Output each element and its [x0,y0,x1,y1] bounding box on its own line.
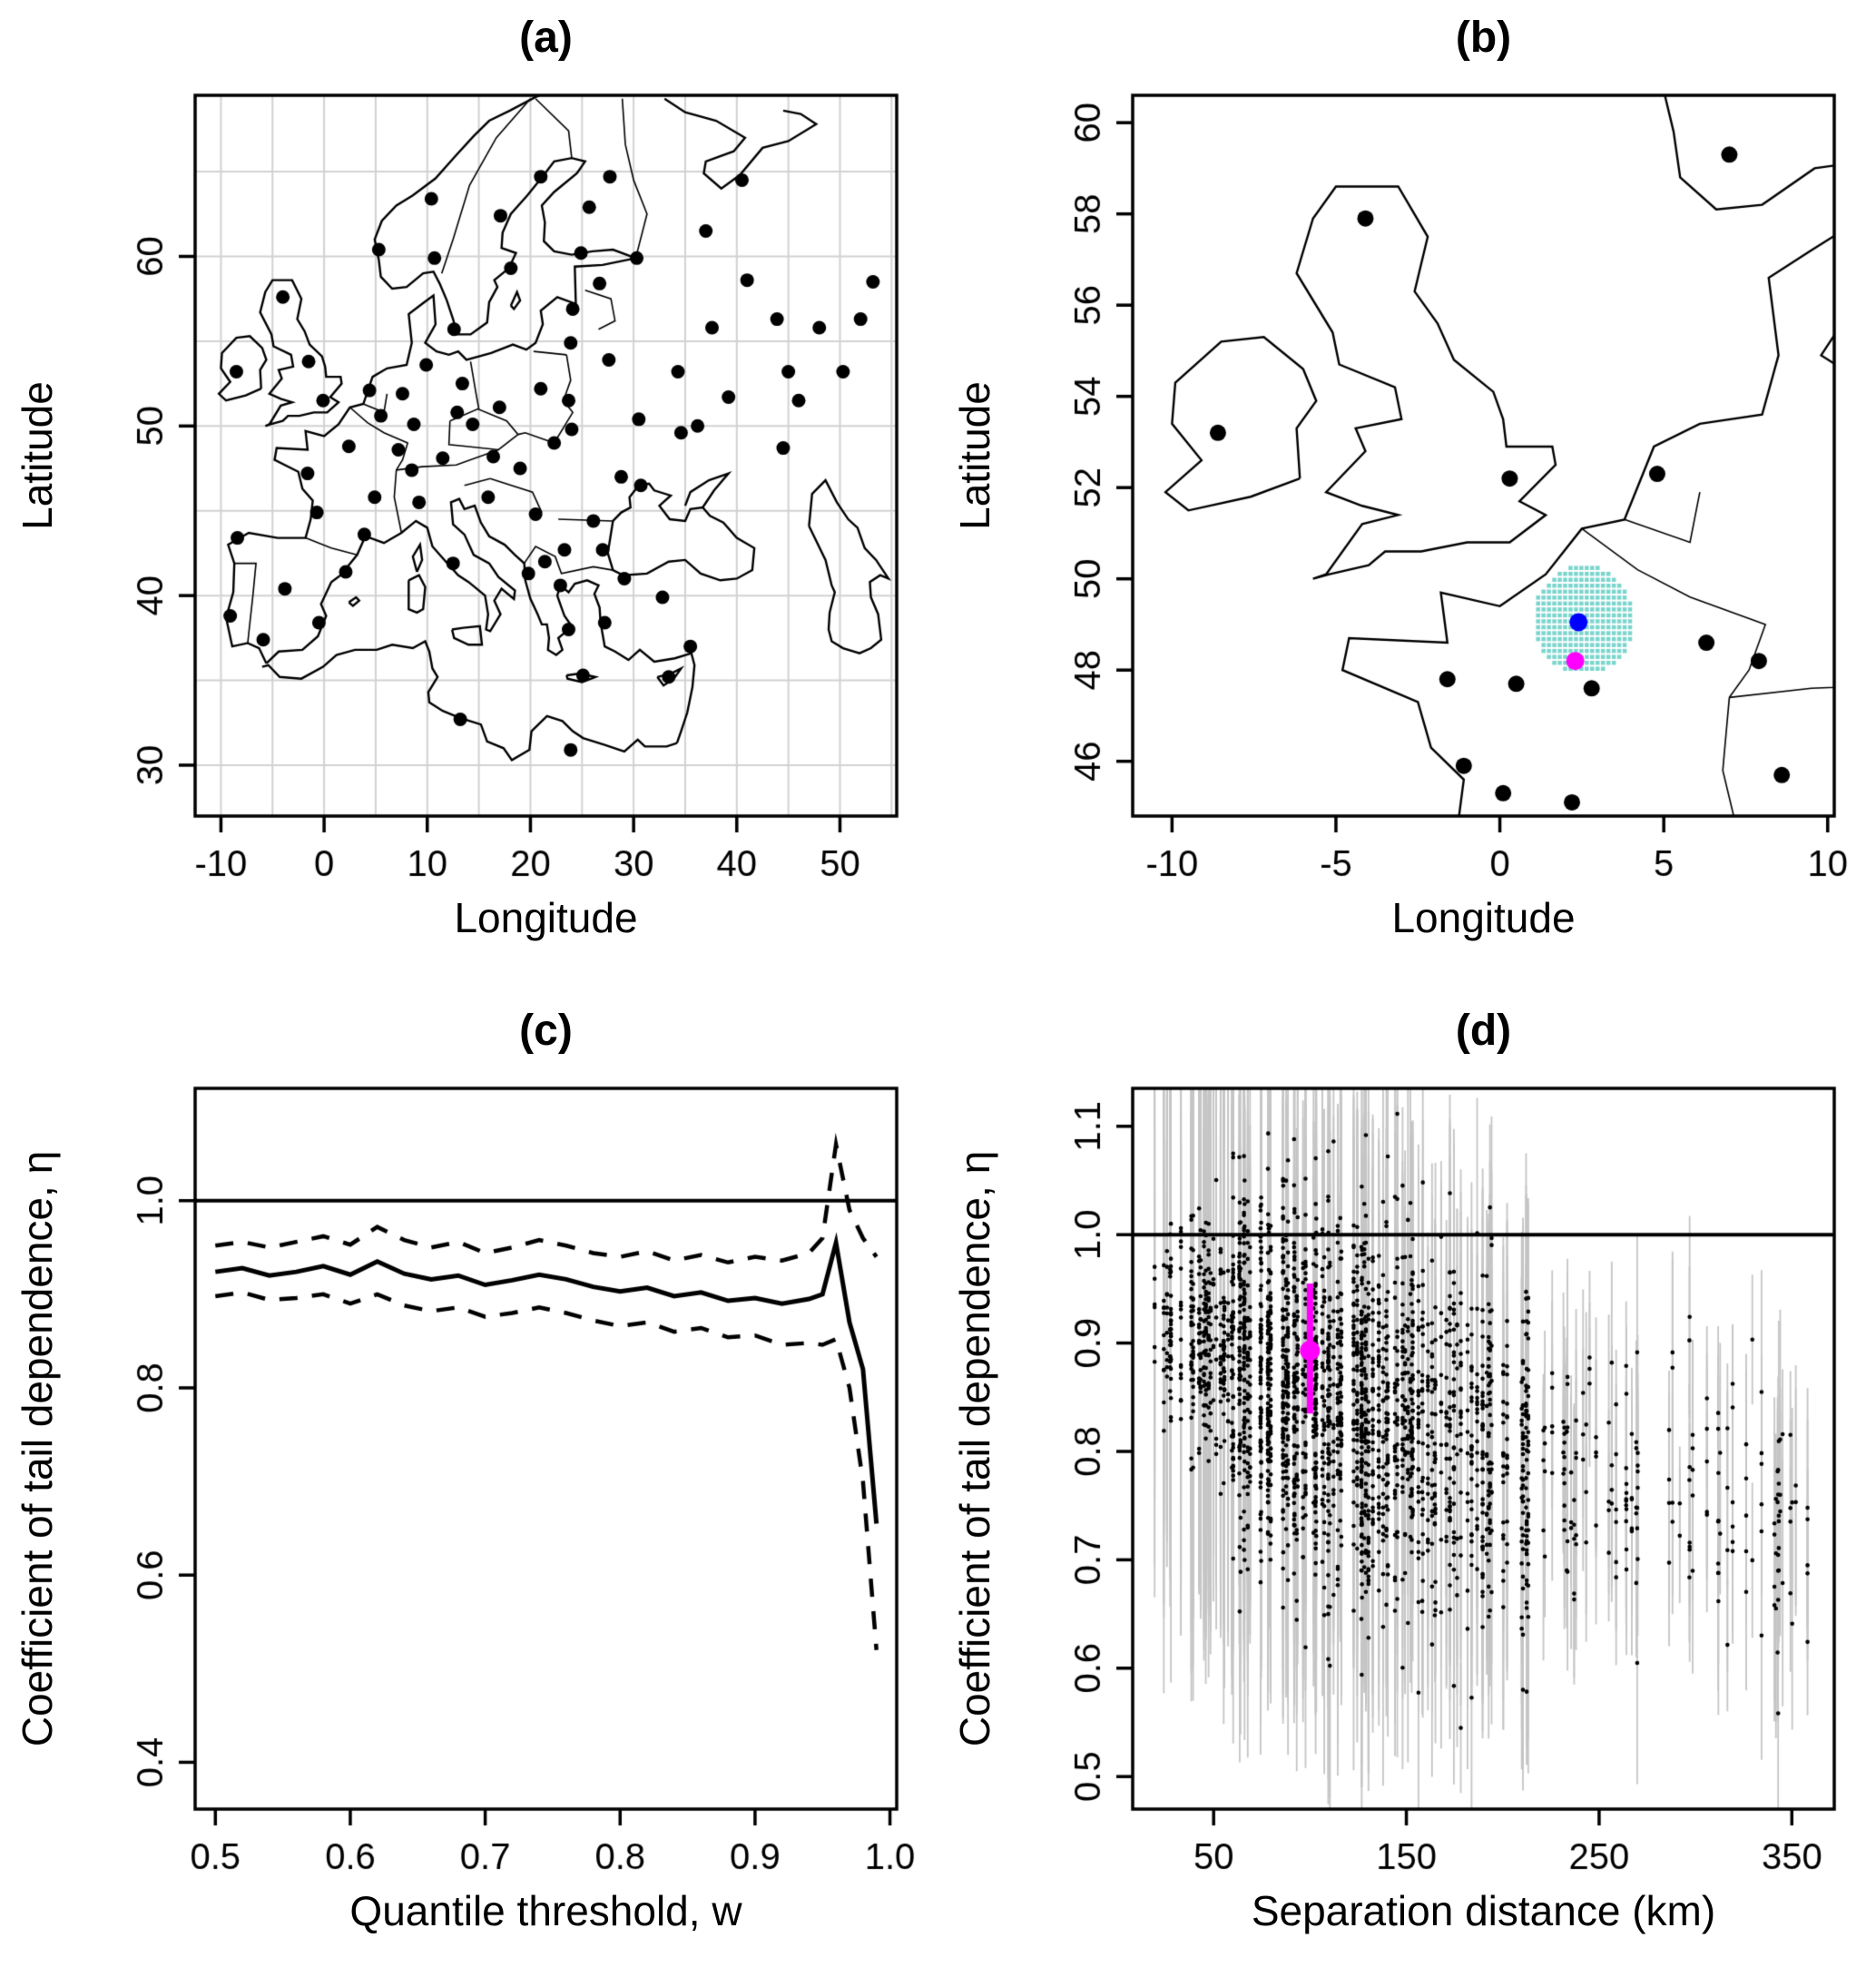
panel-a-title: (a) [519,14,573,62]
panel-c-title: (c) [519,1007,573,1055]
panel-b-xlabel: Longitude [1391,894,1576,941]
panel-c-xlabel: Quantile threshold, w [349,1887,742,1934]
panel-a-ylabel: Latitude [14,381,61,530]
panel-d-ylabel: Coefficient of tail dependence, η [951,1150,998,1747]
eta-vs-threshold-canvas [0,993,938,1986]
panel-b: (b) Longitude Latitude [938,0,1876,993]
panel-d-title: (d) [1455,1007,1512,1055]
panel-b-title: (b) [1455,14,1512,62]
eta-vs-distance-canvas [938,993,1875,1986]
panel-a-xlabel: Longitude [454,894,638,941]
map-uk-france-canvas [938,0,1875,993]
panel-b-ylabel: Latitude [951,381,998,530]
panel-c: (c) Quantile threshold, w Coefficient of… [0,993,938,1987]
panel-c-ylabel: Coefficient of tail dependence, η [14,1150,61,1747]
panel-d: (d) Separation distance (km) Coefficient… [938,993,1876,1987]
panel-a: (a) Longitude Latitude [0,0,938,993]
map-europe-canvas [0,0,938,993]
panel-d-xlabel: Separation distance (km) [1251,1887,1716,1934]
